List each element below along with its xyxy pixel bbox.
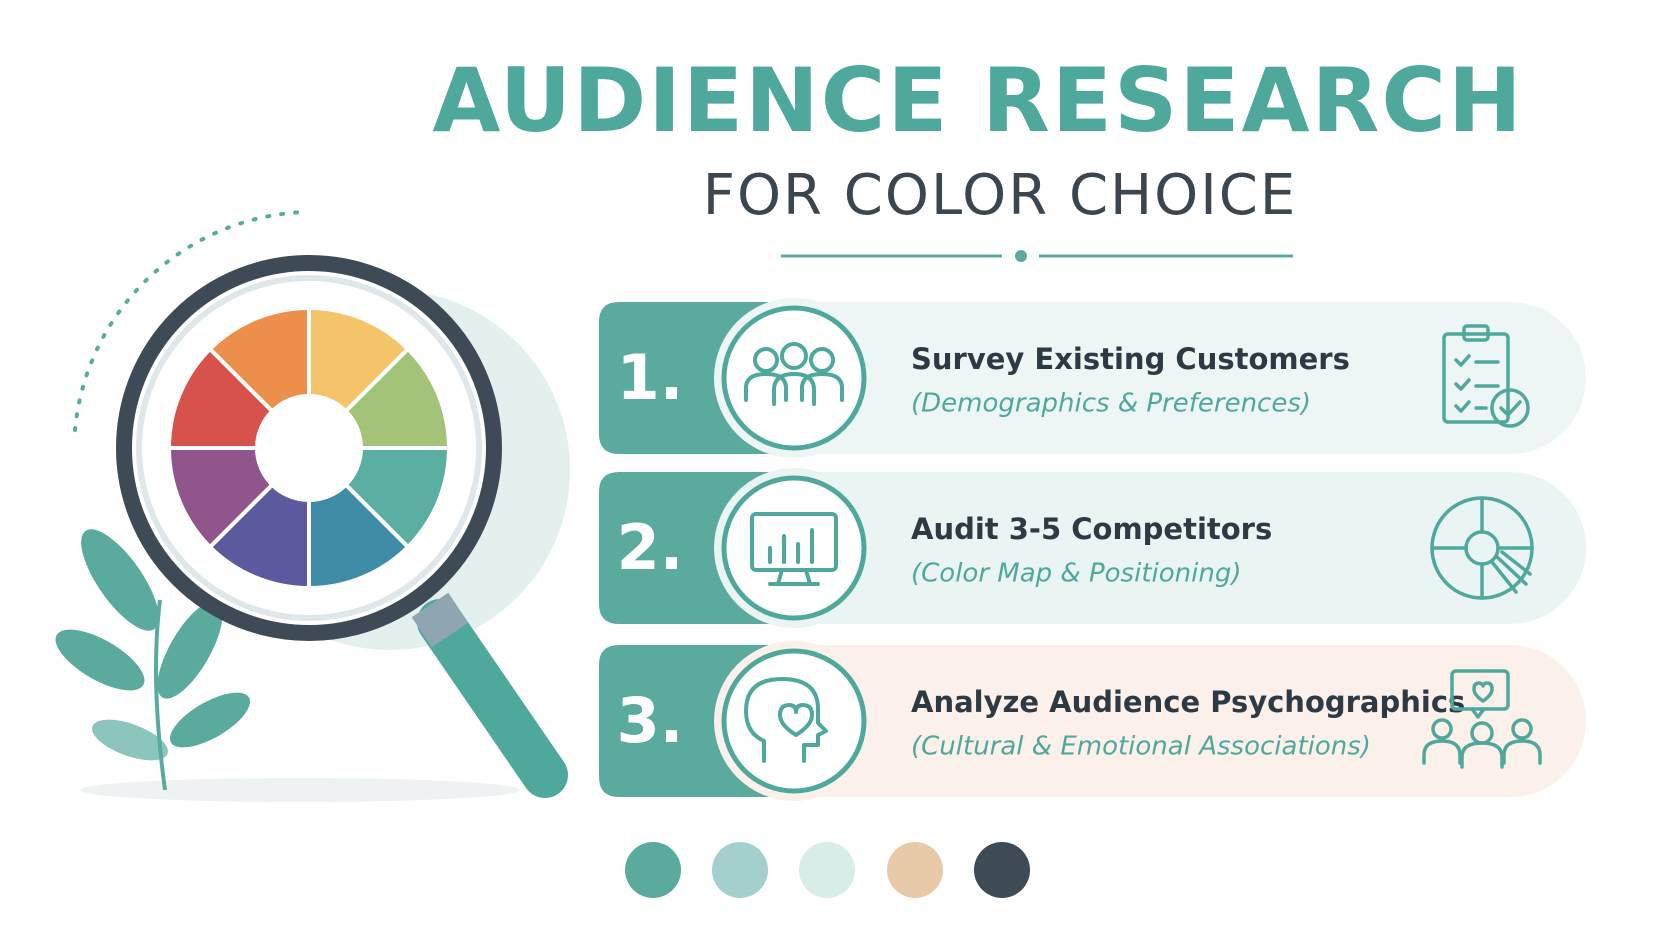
- step-icon-circle: [721, 475, 867, 621]
- step-row: 1. Survey Existing Customers (Demographics…: [599, 298, 1586, 458]
- step-pill: [640, 302, 1586, 454]
- step-pill: [640, 645, 1586, 797]
- step-side-icon: [1442, 324, 1530, 428]
- step-side-icon: [1422, 669, 1542, 769]
- divider: [781, 250, 1293, 262]
- step-row: 2. Audit 3-5 Competitors (Color Map & Posi…: [599, 468, 1586, 628]
- step-icon: [744, 342, 844, 406]
- step-detail: (Demographics & Preferences): [911, 389, 1311, 419]
- step-title: Audit 3-5 Competitors: [911, 512, 1272, 546]
- step-number: 3.: [617, 684, 684, 757]
- step-number: 1.: [617, 341, 684, 414]
- step-icon-circle: [721, 305, 867, 451]
- step-pill: [640, 472, 1586, 624]
- step-icon: [744, 677, 828, 763]
- magnifier-illustration: [55, 210, 570, 802]
- step-side-icon: [1430, 496, 1534, 600]
- palette-swatches: [625, 842, 1030, 898]
- step-detail: (Color Map & Positioning): [911, 559, 1241, 589]
- step-icon-circle: [721, 648, 867, 794]
- step-detail: (Cultural & Emotional Associations): [911, 732, 1371, 762]
- title: AUDIENCE RESEARCH: [432, 49, 1523, 152]
- step-title: Analyze Audience Psychographics: [911, 685, 1465, 719]
- step-number: 2.: [617, 511, 684, 584]
- step-icon: [750, 512, 838, 586]
- step-row: 3. Analyze Audience Psychographics (Cultur…: [599, 641, 1586, 801]
- subtitle: FOR COLOR CHOICE: [703, 163, 1297, 228]
- step-title: Survey Existing Customers: [911, 342, 1350, 376]
